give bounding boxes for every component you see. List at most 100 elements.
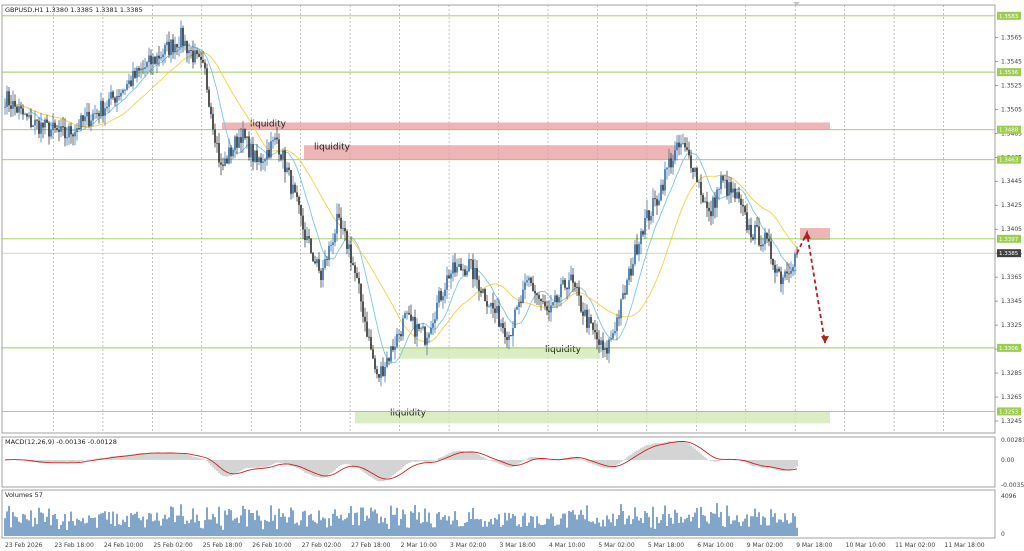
candle-body: [618, 317, 620, 319]
candle-body: [524, 282, 526, 290]
candle-body: [152, 56, 154, 65]
volume-bar: [8, 505, 10, 536]
macd-histogram-bar: [130, 454, 132, 460]
candle-body: [540, 298, 542, 302]
macd-histogram-bar: [670, 441, 672, 460]
macd-histogram-bar: [136, 453, 138, 460]
candle-body: [558, 297, 560, 303]
volume-bar: [230, 510, 232, 536]
candle-body: [692, 167, 694, 172]
volume-bar: [596, 517, 598, 536]
candle-body: [488, 306, 490, 308]
volume-bar: [12, 512, 14, 536]
candle-body: [100, 100, 102, 117]
chart-shift-marker[interactable]: [793, 2, 800, 5]
candle-body: [342, 228, 344, 229]
volume-bar: [304, 510, 306, 536]
macd-histogram-bar: [200, 458, 202, 460]
time-label: 27 Feb 02:00: [302, 542, 342, 549]
macd-histogram-bar: [138, 453, 140, 460]
candle-body: [456, 266, 458, 273]
macd-histogram-bar: [202, 458, 204, 460]
volume-bar: [308, 515, 310, 536]
volume-bar: [452, 520, 454, 536]
volume-bar: [780, 519, 782, 536]
volume-bar: [686, 517, 688, 536]
macd-histogram-bar: [652, 443, 654, 460]
macd-histogram-bar: [266, 459, 268, 467]
volume-pane[interactable]: Volumes 57: [1, 489, 996, 539]
candle-body: [6, 91, 8, 107]
volume-bar: [528, 522, 530, 536]
candle-body: [420, 328, 422, 330]
macd-histogram-bar: [486, 459, 488, 460]
macd-histogram-bar: [356, 459, 358, 468]
projection-arrowhead: [803, 231, 811, 239]
volume-bar: [368, 518, 370, 536]
macd-histogram-bar: [704, 457, 706, 460]
macd-histogram-bar: [586, 459, 588, 463]
macd-histogram-bar: [50, 459, 52, 464]
macd-histogram-bar: [346, 459, 348, 465]
volume-bar: [404, 514, 406, 536]
volume-tick-label: 4096: [1001, 493, 1016, 500]
price-tick-label: 1.3325: [1001, 322, 1022, 329]
candle-body: [38, 120, 40, 134]
candle-body: [112, 91, 114, 98]
volume-bar: [132, 514, 134, 536]
macd-histogram-bar: [408, 459, 410, 463]
price-tick-label: 1.3505: [1001, 106, 1022, 113]
candle-body: [358, 277, 360, 284]
volume-bar: [196, 514, 198, 536]
candle-body: [794, 253, 796, 267]
macd-histogram-bar: [722, 459, 724, 461]
volume-bar: [510, 518, 512, 536]
macd-histogram-bar: [194, 456, 196, 460]
macd-histogram-bar: [328, 459, 330, 475]
volume-bar: [772, 516, 774, 536]
volume-bar: [484, 520, 486, 536]
macd-histogram-bar: [788, 459, 790, 471]
candle-body: [796, 253, 798, 255]
candle-body: [442, 296, 444, 301]
candle-body: [186, 40, 188, 54]
volume-bar: [242, 505, 244, 536]
volume-bar: [356, 512, 358, 536]
candle-body: [270, 141, 272, 158]
candle-body: [656, 199, 658, 206]
macd-histogram-bar: [756, 459, 758, 467]
volume-bar: [114, 525, 116, 536]
volume-bar: [748, 526, 750, 536]
volume-bar: [320, 520, 322, 536]
price-pane[interactable]: liquidity liquidity liquidity liquidity GBP…: [1, 4, 996, 538]
candle-body: [662, 184, 664, 191]
candle-body: [418, 324, 420, 329]
candle-body: [726, 179, 728, 196]
volume-bar: [94, 517, 96, 536]
volume-bar: [330, 525, 332, 536]
macd-histogram-bar: [244, 459, 246, 469]
candle-body: [182, 27, 184, 46]
level-price-tag-label: 1.3583: [999, 14, 1019, 20]
liquidity-zone-label: liquidity: [314, 142, 351, 152]
volume-bar: [726, 505, 728, 536]
volume-bar: [508, 512, 510, 536]
volume-bar: [770, 509, 772, 536]
candle-body: [48, 122, 50, 137]
candle-body: [708, 207, 710, 212]
macd-histogram-bar: [326, 459, 328, 476]
candle-body: [124, 89, 126, 91]
candle-body: [210, 106, 212, 115]
macd-histogram-bar: [378, 459, 380, 482]
candle-body: [202, 59, 204, 63]
candle-body: [292, 184, 294, 194]
candle-body: [784, 271, 786, 278]
macd-histogram-bar: [314, 459, 316, 477]
volume-bar: [438, 512, 440, 536]
volume-bar: [262, 529, 264, 536]
macd-histogram-bar: [366, 459, 368, 475]
candle-body: [520, 302, 522, 304]
projection-arrowhead: [821, 336, 829, 344]
volume-bar: [184, 524, 186, 536]
macd-pane[interactable]: MACD(12,26,9) -0.00136 -0.00128: [1, 436, 996, 488]
